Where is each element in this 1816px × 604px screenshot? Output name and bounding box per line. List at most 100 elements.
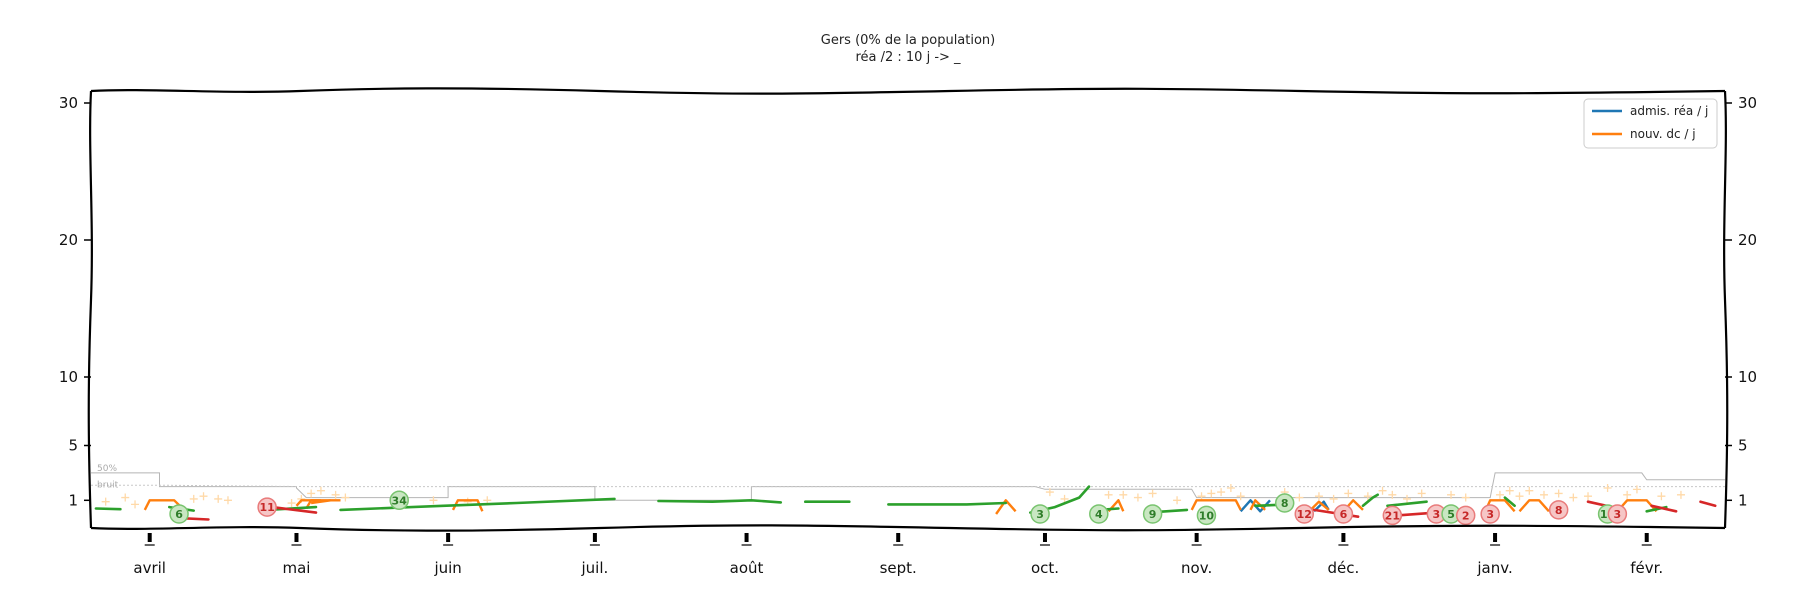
noise-marker bbox=[1378, 486, 1387, 495]
noise-marker bbox=[1207, 489, 1216, 498]
noise-marker bbox=[1676, 490, 1685, 499]
x-tick-label: févr. bbox=[1630, 559, 1663, 577]
y-tick-label: 1 bbox=[68, 491, 78, 509]
y-tick-label: 5 bbox=[68, 437, 78, 455]
noise-marker bbox=[1388, 490, 1397, 499]
chart-subtitle: réa /2 : 10 j -> _ bbox=[855, 50, 961, 65]
reference-lines: 50% bruit bbox=[91, 464, 1725, 501]
x-tick-label: déc. bbox=[1328, 559, 1360, 577]
noise-marker bbox=[1447, 490, 1456, 499]
noise-marker bbox=[331, 490, 340, 499]
y-tick-label: 10 bbox=[59, 368, 78, 386]
trend-lines bbox=[94, 485, 1717, 521]
series-line-dc bbox=[995, 499, 1017, 515]
annotation-label: 9 bbox=[1149, 508, 1157, 521]
annotation-label: 8 bbox=[1281, 497, 1289, 510]
series-line-dc bbox=[1308, 500, 1330, 513]
legend-label-rea: admis. réa / j bbox=[1630, 104, 1708, 118]
band-label-50: 50% bbox=[97, 464, 117, 474]
noise-marker bbox=[214, 494, 223, 503]
annotation-bubble bbox=[1089, 504, 1109, 524]
annotation-label: 21 bbox=[1385, 509, 1400, 522]
trend-line-up bbox=[887, 501, 1008, 506]
x-tick bbox=[147, 533, 152, 542]
noise-marker bbox=[1329, 494, 1338, 503]
annotation-label: 3 bbox=[1486, 508, 1494, 521]
noise-marker bbox=[1495, 490, 1504, 499]
x-tick-label: janv. bbox=[1476, 559, 1512, 577]
noise-marker bbox=[223, 496, 232, 505]
annotation-label: 11 bbox=[259, 501, 274, 514]
noise-marker bbox=[1569, 493, 1578, 502]
y-tick-label: 1 bbox=[1738, 491, 1748, 509]
noise-marker bbox=[199, 492, 208, 501]
noise-marker bbox=[1236, 492, 1245, 501]
x-tick bbox=[1341, 533, 1346, 542]
trend-line-up bbox=[339, 497, 616, 512]
annotation-bubble bbox=[1274, 493, 1295, 513]
noise-marker bbox=[287, 499, 296, 508]
trend-line-down bbox=[1699, 500, 1717, 508]
noise-marker bbox=[1363, 492, 1372, 501]
x-tick-label: mai bbox=[282, 559, 310, 577]
trend-line-up bbox=[1361, 493, 1379, 508]
noise-markers bbox=[101, 483, 1685, 509]
x-tick-label: nov. bbox=[1181, 559, 1212, 577]
noise-marker bbox=[1217, 488, 1226, 497]
noise-marker bbox=[1417, 489, 1426, 498]
noise-marker bbox=[1344, 489, 1353, 498]
noise-marker bbox=[1603, 483, 1612, 492]
y-tick-label: 30 bbox=[1738, 94, 1757, 112]
annotation-bubble bbox=[1196, 505, 1217, 526]
x-tick bbox=[1042, 533, 1047, 542]
x-tick bbox=[1644, 533, 1649, 542]
x-tick bbox=[744, 533, 749, 542]
noise-marker bbox=[1060, 494, 1069, 503]
annotation-bubble bbox=[1030, 504, 1050, 524]
x-tick-label: juil. bbox=[581, 559, 609, 577]
x-tick bbox=[446, 533, 451, 542]
annotation-label: 6 bbox=[175, 508, 183, 521]
x-tick-label: oct. bbox=[1031, 559, 1059, 577]
annotation-label: 5 bbox=[1447, 508, 1455, 521]
noise-marker bbox=[1133, 493, 1142, 502]
x-tick-label: août bbox=[730, 559, 764, 577]
trend-line-up bbox=[94, 507, 122, 511]
x-tick bbox=[1493, 533, 1498, 542]
trend-line-up bbox=[1503, 496, 1516, 508]
noise-marker bbox=[316, 486, 325, 495]
chart-title: Gers (0% de la population) bbox=[821, 33, 996, 48]
annotation-bubble bbox=[169, 504, 189, 524]
annotation-bubble bbox=[1333, 504, 1354, 524]
annotation-bubble bbox=[1548, 500, 1569, 520]
annotation-bubble bbox=[1382, 505, 1403, 526]
legend-label-dc: nouv. dc / j bbox=[1630, 127, 1696, 141]
x-tick-label: avril bbox=[133, 559, 166, 577]
noise-marker bbox=[1226, 483, 1235, 492]
annotation-label: 3 bbox=[1036, 508, 1044, 521]
y-tick-label: 10 bbox=[1738, 368, 1757, 386]
annotation-bubble bbox=[257, 497, 277, 517]
annotation-label: 3 bbox=[1614, 508, 1622, 521]
annotation-label: 2 bbox=[1462, 509, 1470, 522]
noise-marker bbox=[341, 493, 350, 502]
x-axis: avril mai juin juil. août sept. oct. nov. déc. ja… bbox=[133, 533, 1663, 577]
x-tick bbox=[294, 533, 299, 542]
x-tick bbox=[1194, 533, 1199, 542]
noise-marker bbox=[1314, 492, 1323, 501]
noise-marker bbox=[1584, 492, 1593, 501]
y-tick-label: 5 bbox=[1738, 437, 1748, 455]
noise-line bbox=[91, 484, 1725, 488]
y-tick-label: 30 bbox=[59, 94, 78, 112]
annotation-label: 10 bbox=[1199, 509, 1215, 522]
annotation-label: 3 bbox=[1433, 508, 1441, 521]
noise-marker bbox=[1525, 486, 1534, 495]
legend: admis. réa / j nouv. dc / j bbox=[1583, 98, 1718, 149]
x-tick bbox=[592, 533, 597, 542]
noise-marker bbox=[1403, 494, 1412, 503]
plot-frame bbox=[87, 87, 1729, 532]
threshold-50-line bbox=[91, 472, 1725, 501]
series-line-dc bbox=[305, 499, 341, 510]
